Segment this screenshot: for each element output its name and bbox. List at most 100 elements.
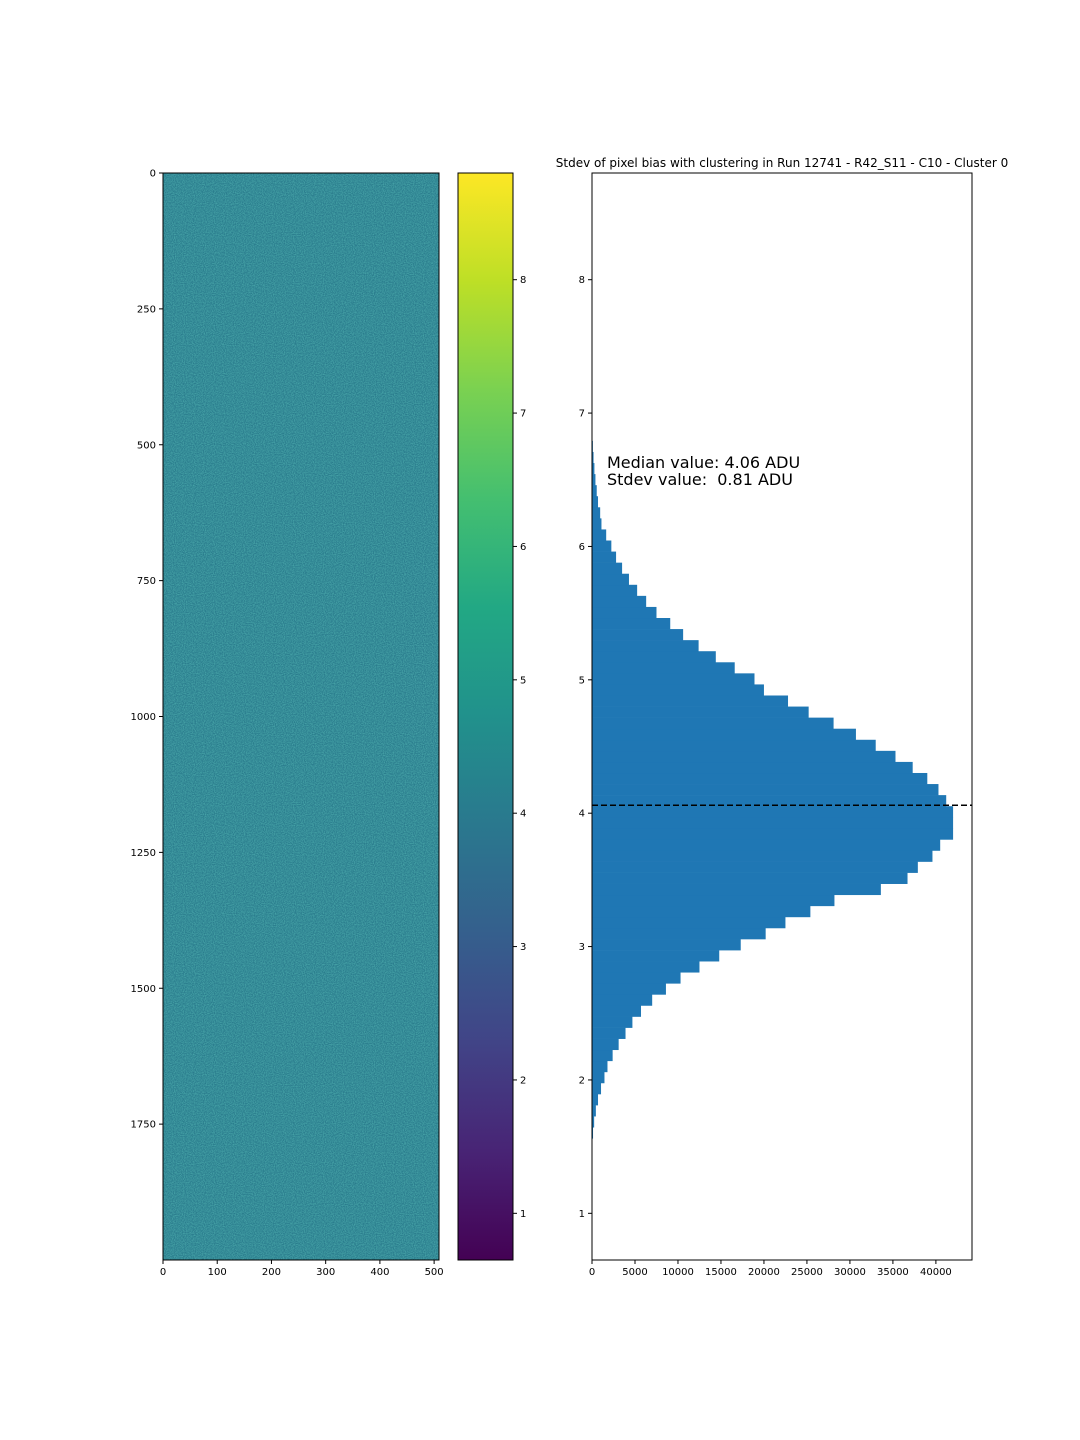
heatmap-noise-texture xyxy=(163,173,439,1260)
histogram-bar xyxy=(592,584,638,597)
histogram-bar xyxy=(592,684,764,696)
histogram-bar xyxy=(592,772,928,785)
histogram-bar xyxy=(592,828,954,840)
histogram-bar xyxy=(592,961,700,973)
histogram-y-tick-label: 4 xyxy=(579,809,585,820)
histogram-bar xyxy=(592,717,834,730)
histogram-frame xyxy=(591,172,973,1261)
histogram-bar xyxy=(592,905,811,918)
heatmap-y-tick-label: 1500 xyxy=(131,984,156,995)
histogram-x-tick-label: 35000 xyxy=(877,1267,909,1278)
colorbar-tick-label: 6 xyxy=(520,542,526,553)
histogram-y-axis: 1 2 3 4 5 6 7 8 xyxy=(579,275,592,1220)
histogram-bar xyxy=(592,739,876,752)
histogram-bar xyxy=(592,1027,626,1039)
histogram-y-tick-label: 5 xyxy=(579,675,585,686)
histogram-bar xyxy=(592,950,720,962)
histogram-bar xyxy=(592,1038,619,1051)
heatmap-x-tick-label: 300 xyxy=(316,1267,335,1278)
histogram-y-tick-label: 1 xyxy=(579,1209,585,1220)
histogram-bar xyxy=(592,994,653,1006)
histogram-bars xyxy=(592,440,954,1139)
histogram-x-tick-label: 25000 xyxy=(791,1267,823,1278)
histogram-bar xyxy=(592,817,954,829)
histogram-bar xyxy=(592,883,881,896)
colorbar: 1 2 3 4 5 6 7 8 xyxy=(457,172,526,1261)
histogram-bar xyxy=(592,695,789,707)
histogram-bar xyxy=(592,507,601,519)
histogram-bar xyxy=(592,606,657,619)
histogram-bar xyxy=(592,540,612,552)
histogram-bar xyxy=(592,562,623,575)
heatmap-x-tick-label: 0 xyxy=(160,1267,166,1278)
heatmap-y-tick-label: 1250 xyxy=(131,848,156,859)
histogram-x-tick-label: 5000 xyxy=(622,1267,647,1278)
histogram-bar xyxy=(592,916,786,929)
histogram-bar xyxy=(592,839,941,851)
histogram-x-axis: 0 5000 10000 15000 20000 25000 30000 35000 40000 xyxy=(589,1260,952,1278)
histogram-x-tick-label: 40000 xyxy=(920,1267,952,1278)
histogram-y-tick-label: 6 xyxy=(579,542,585,553)
colorbar-tick-label: 5 xyxy=(520,675,526,686)
histogram-bar xyxy=(592,1127,594,1139)
histogram-bar xyxy=(592,1082,602,1095)
histogram-x-tick-label: 15000 xyxy=(705,1267,737,1278)
histogram-bar xyxy=(592,861,918,873)
histogram-y-tick-label: 2 xyxy=(579,1075,585,1086)
histogram-bar xyxy=(592,1005,642,1017)
heatmap-x-tick-label: 400 xyxy=(370,1267,389,1278)
histogram-bar xyxy=(592,485,597,497)
histogram-bar xyxy=(592,1016,633,1028)
histogram-bar xyxy=(592,795,947,807)
heatmap-y-tick-label: 0 xyxy=(150,169,156,180)
histogram-bar xyxy=(592,595,647,608)
histogram-bar xyxy=(592,806,954,818)
annotation-median: Median value: 4.06 ADU xyxy=(607,453,800,472)
histogram-bar xyxy=(592,673,755,685)
colorbar-axis: 1 2 3 4 5 6 7 8 xyxy=(513,275,526,1220)
histogram-y-tick-label: 3 xyxy=(579,942,585,953)
histogram-bar xyxy=(592,939,741,951)
histogram-bar xyxy=(592,1094,599,1106)
histogram-title: Stdev of pixel bias with clustering in R… xyxy=(556,156,1008,170)
histogram-bar xyxy=(592,463,595,475)
histogram-bar xyxy=(592,640,699,652)
heatmap-y-axis: 0 250 500 750 1000 1250 1500 1750 xyxy=(131,169,163,1131)
heatmap-x-axis: 0 100 200 300 400 500 xyxy=(160,1260,444,1278)
heatmap-y-tick-label: 1000 xyxy=(131,712,156,723)
histogram-x-tick-label: 20000 xyxy=(748,1267,780,1278)
histogram-bar xyxy=(592,518,602,530)
histogram-y-tick-label: 8 xyxy=(579,275,585,286)
histogram-bar xyxy=(592,1071,605,1084)
heatmap-x-tick-label: 100 xyxy=(208,1267,227,1278)
heatmap-panel: 0 100 200 300 400 500 0 250 500 750 1000 1250 1500 1… xyxy=(131,169,444,1279)
histogram-bar xyxy=(592,1116,595,1128)
histogram-x-tick-label: 0 xyxy=(589,1267,595,1278)
histogram-panel: Stdev of pixel bias with clustering in R… xyxy=(556,156,1008,1278)
histogram-bar xyxy=(592,629,684,641)
colorbar-tick-label: 4 xyxy=(520,809,526,820)
histogram-bar xyxy=(592,496,599,508)
histogram-x-tick-label: 30000 xyxy=(834,1267,866,1278)
histogram-x-tick-label: 10000 xyxy=(662,1267,694,1278)
histogram-bar xyxy=(592,662,735,674)
histogram-bar xyxy=(592,927,766,940)
heatmap-y-tick-label: 750 xyxy=(137,576,156,587)
histogram-bar xyxy=(592,1049,613,1062)
heatmap-y-tick-label: 250 xyxy=(137,304,156,315)
histogram-bar xyxy=(592,872,908,884)
histogram-bar xyxy=(592,573,629,586)
histogram-bar xyxy=(592,972,681,984)
histogram-bar xyxy=(592,750,896,763)
histogram-bar xyxy=(592,761,913,774)
annotation-stdev: Stdev value: 0.81 ADU xyxy=(607,470,793,489)
heatmap-y-tick-label: 1750 xyxy=(131,1120,156,1131)
colorbar-tick-label: 2 xyxy=(520,1075,526,1086)
histogram-bar xyxy=(592,551,617,563)
colorbar-frame xyxy=(457,172,514,1261)
histogram-bar xyxy=(592,1105,596,1117)
histogram-bar xyxy=(592,850,933,862)
histogram-bar xyxy=(592,618,671,630)
histogram-bar xyxy=(592,451,594,464)
